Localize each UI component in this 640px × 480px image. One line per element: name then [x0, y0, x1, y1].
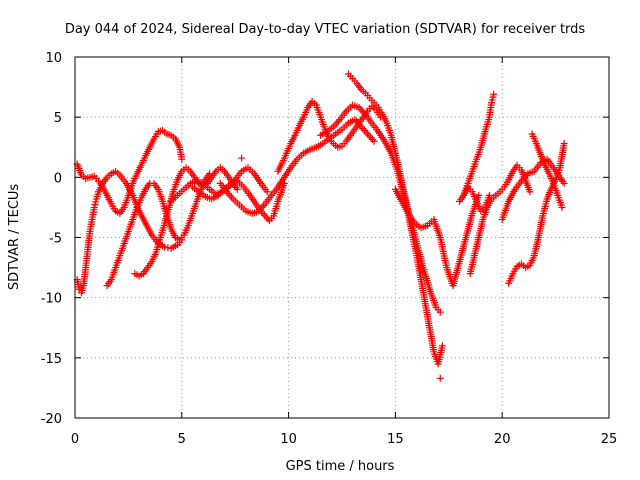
- series-sat-k: [391, 185, 483, 290]
- data-point: [438, 342, 446, 350]
- data-point: [436, 308, 444, 316]
- data-point: [227, 193, 235, 201]
- y-tick-label: -10: [41, 292, 62, 307]
- series-sat-q: [238, 154, 246, 162]
- data-point: [485, 191, 493, 199]
- chart-title: Day 044 of 2024, Sidereal Day-to-day VTE…: [65, 22, 586, 37]
- data-point: [362, 128, 370, 136]
- data-point: [436, 374, 444, 382]
- data-point: [560, 179, 568, 187]
- data-point: [164, 244, 172, 252]
- y-tick-label: 10: [45, 51, 62, 66]
- grid: [75, 57, 609, 418]
- data-point: [178, 155, 186, 163]
- series-sat-b: [73, 126, 186, 217]
- data-point: [558, 203, 566, 211]
- x-tick-label: 20: [494, 432, 511, 447]
- data-point: [490, 90, 498, 98]
- series-sat-n: [505, 140, 568, 287]
- series-sat-d: [131, 164, 241, 280]
- x-axis-label: GPS time / hours: [286, 459, 395, 474]
- series-sat-g: [216, 116, 378, 217]
- x-tick-label: 5: [178, 432, 186, 447]
- data-point: [367, 134, 375, 142]
- series-sat-i: [344, 70, 446, 368]
- y-tick-label: -15: [41, 352, 62, 367]
- data-marks: [73, 70, 568, 382]
- series-sat-s: [455, 183, 493, 215]
- data-point: [226, 191, 234, 199]
- series-sat-e: [167, 164, 271, 205]
- data-point: [526, 188, 534, 196]
- y-tick-label: -20: [41, 412, 62, 427]
- data-point: [334, 117, 342, 125]
- x-tick-label: 25: [601, 432, 618, 447]
- data-point: [368, 135, 376, 143]
- series-sat-r: [436, 374, 444, 382]
- data-point: [333, 119, 341, 127]
- series-sat-f: [188, 177, 288, 225]
- plot-frame: [74, 56, 610, 419]
- data-point: [360, 126, 368, 134]
- x-tick-label: 0: [71, 432, 79, 447]
- series-sat-h: [274, 98, 384, 175]
- data-point: [359, 125, 367, 133]
- data-point: [331, 121, 339, 129]
- series-sat-m: [466, 161, 534, 278]
- series-sat-o: [498, 155, 568, 223]
- data-point: [161, 243, 169, 251]
- data-point: [364, 130, 372, 138]
- y-axis-label: SDTVAR / TECUs: [7, 184, 22, 291]
- series-sat-j: [317, 101, 444, 316]
- series-sat-p: [528, 130, 566, 211]
- data-point: [262, 213, 270, 221]
- data-point: [233, 185, 241, 193]
- data-point: [370, 137, 378, 145]
- data-point: [238, 154, 246, 162]
- y-tick-label: 5: [54, 111, 62, 126]
- data-point: [475, 191, 483, 199]
- data-point: [560, 140, 568, 148]
- tick-labels: 0 5 10 15 20 25 -20 -15 -10 -5 0 5 10: [41, 51, 618, 447]
- x-tick-label: 10: [280, 432, 297, 447]
- y-tick-label: -5: [49, 232, 62, 247]
- data-point: [365, 132, 373, 140]
- series-sat-l: [460, 90, 498, 199]
- y-tick-label: 0: [54, 171, 62, 186]
- data-point: [263, 188, 271, 196]
- x-tick-label: 15: [387, 432, 404, 447]
- data-point: [261, 211, 269, 219]
